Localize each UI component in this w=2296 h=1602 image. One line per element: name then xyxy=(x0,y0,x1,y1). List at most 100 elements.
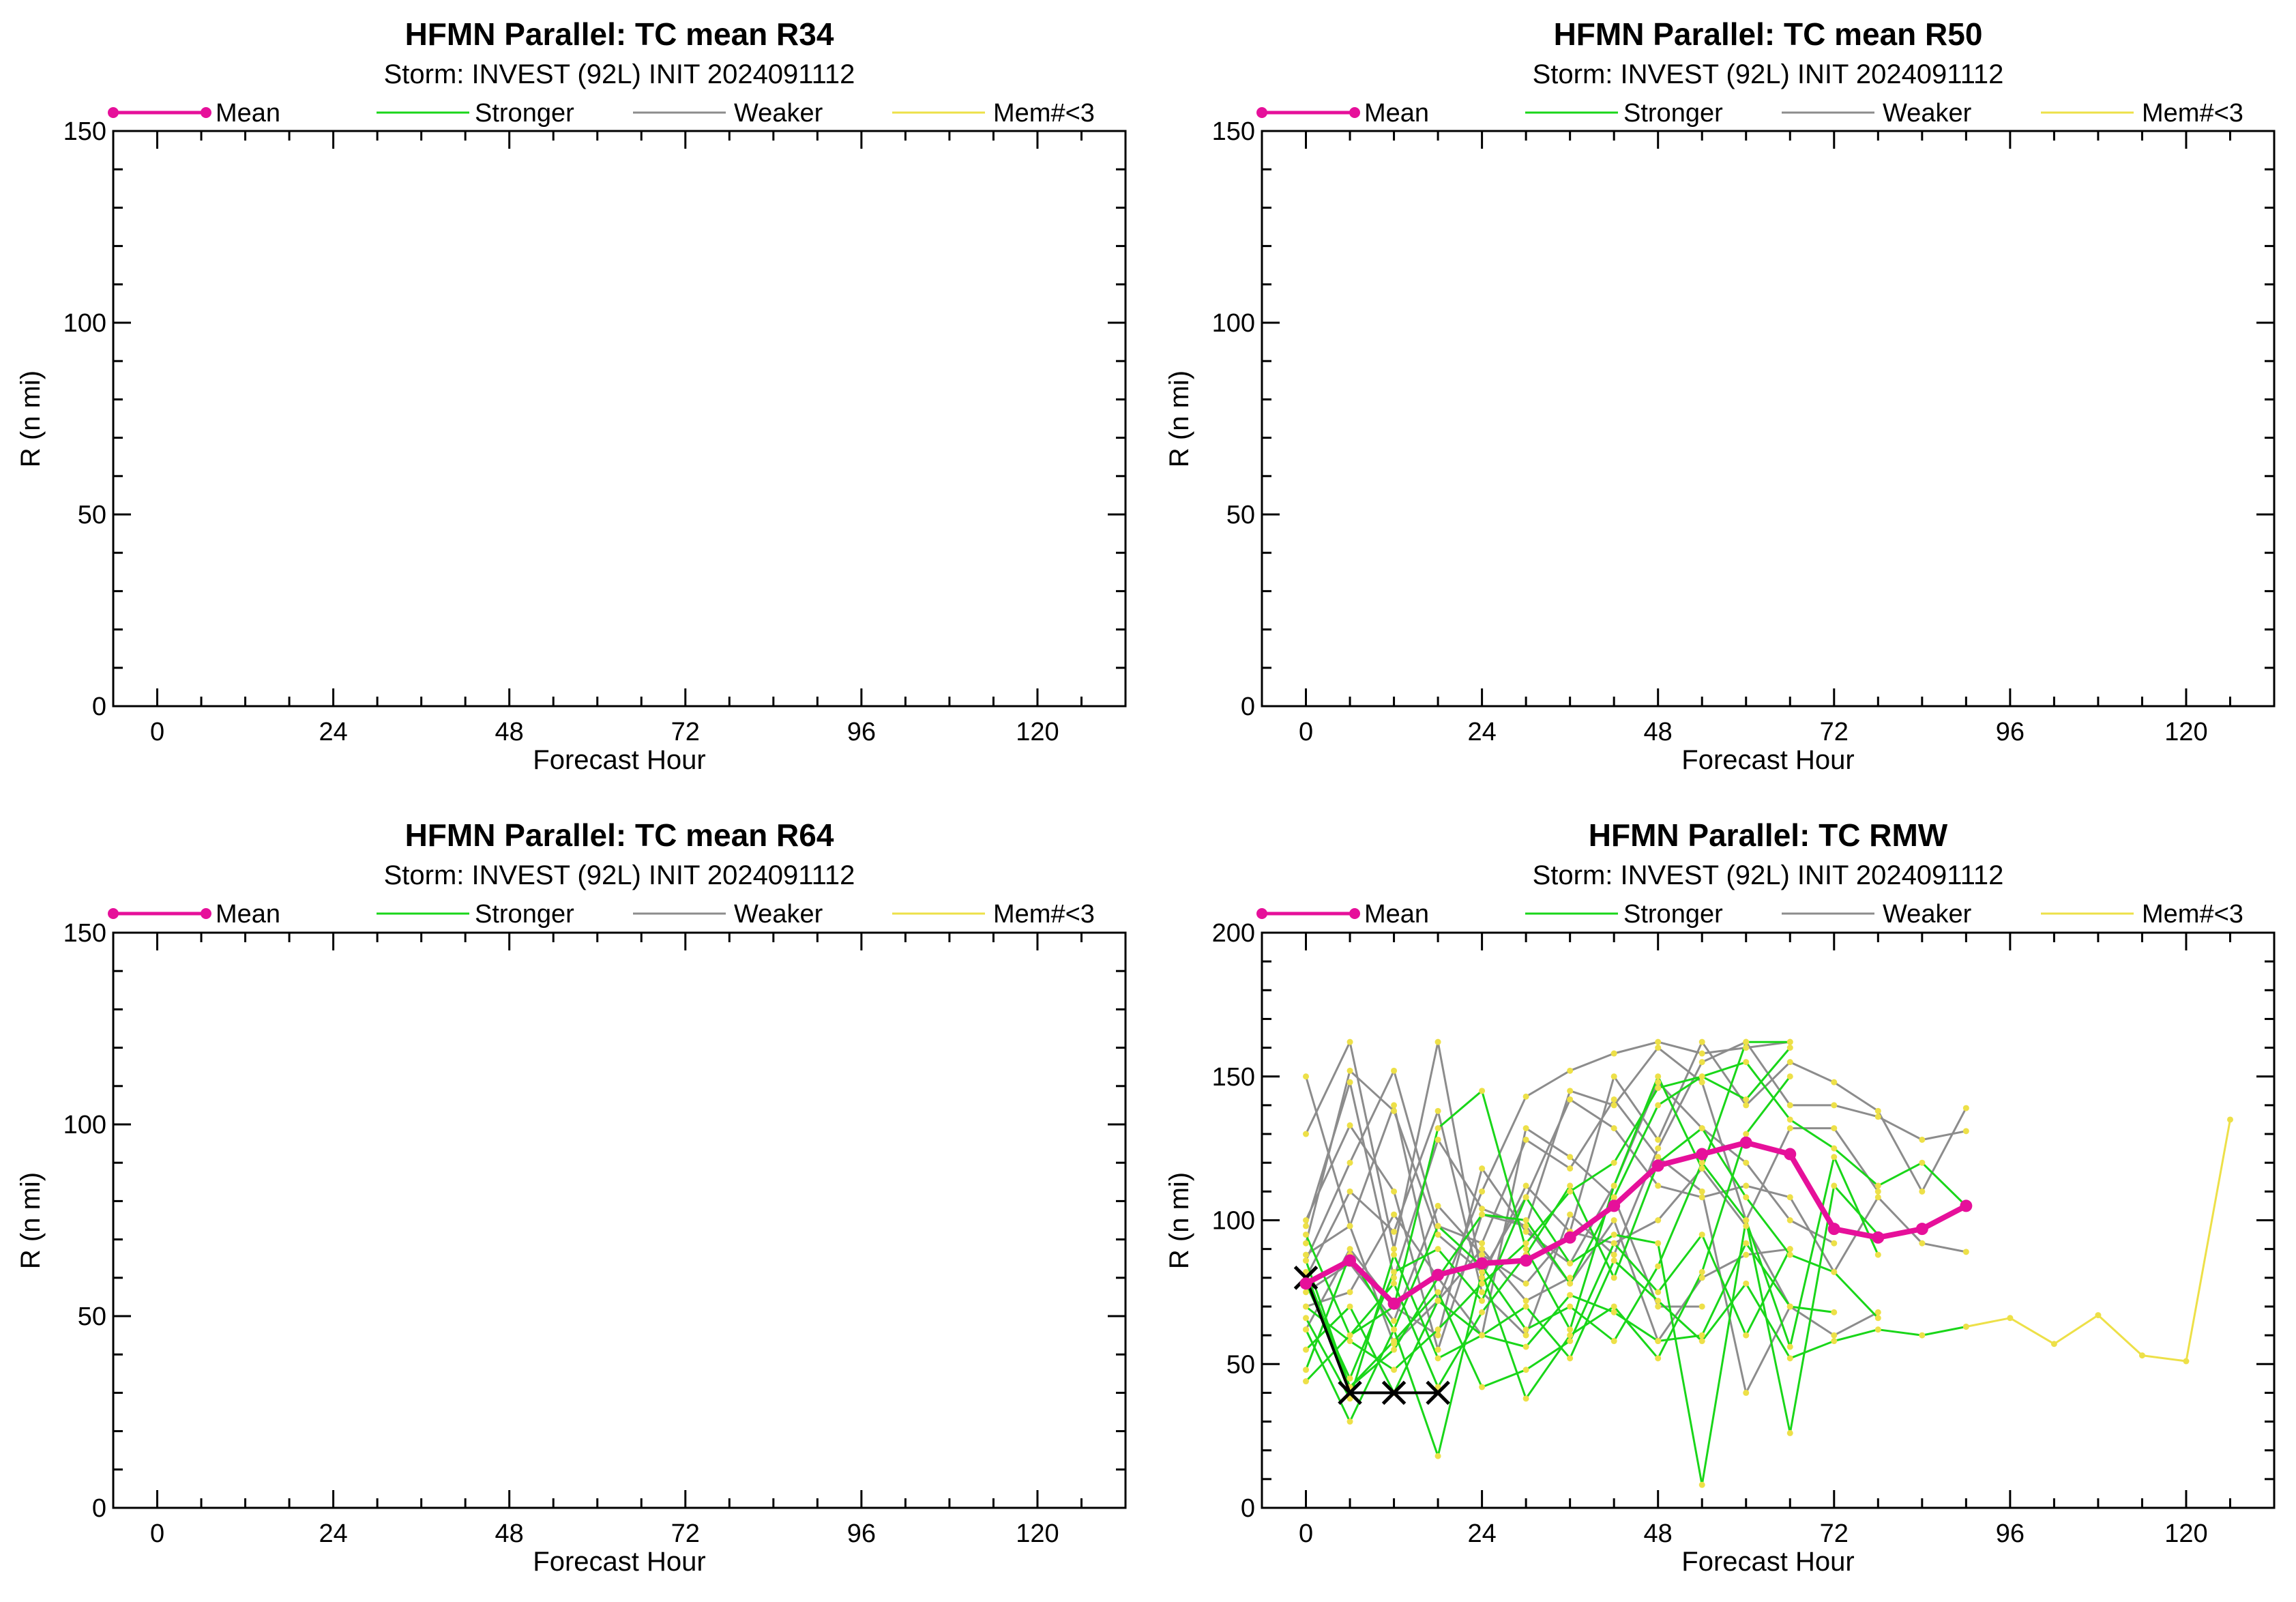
member-point xyxy=(1391,1268,1398,1275)
mean-line xyxy=(1304,1139,1968,1307)
chart-panel-r50: HFMN Parallel: TC mean R50 Storm: INVEST… xyxy=(1164,16,2276,775)
member-point xyxy=(1479,1251,1486,1258)
member-point xyxy=(2226,1116,2233,1123)
member-point xyxy=(1303,1326,1310,1333)
x-tick-label: 48 xyxy=(495,718,524,746)
x-axis-label: Forecast Hour xyxy=(533,1547,705,1577)
member-point xyxy=(1743,1280,1750,1287)
member-point xyxy=(1919,1159,1926,1166)
legend-stronger-label: Stronger xyxy=(475,99,574,128)
y-tick-label: 100 xyxy=(1212,1207,1255,1236)
legend-mean-marker xyxy=(108,107,119,118)
member-point xyxy=(1567,1188,1574,1195)
member-point xyxy=(1567,1303,1574,1310)
y-tick-label: 0 xyxy=(1241,1494,1255,1523)
legend-weaker-label: Weaker xyxy=(1883,99,1972,128)
plot-area: 0 24 48 72 96 120 0 50 100 150 xyxy=(1212,117,2276,746)
member-line-stronger xyxy=(1305,1234,1791,1388)
member-point xyxy=(1698,1059,1705,1066)
member-point xyxy=(1567,1260,1574,1267)
member-point xyxy=(1434,1355,1441,1362)
member-point xyxy=(1346,1079,1353,1086)
member-point xyxy=(1786,1303,1793,1310)
member-point xyxy=(1567,1088,1574,1094)
member-point xyxy=(1434,1232,1441,1238)
member-point xyxy=(1786,1059,1793,1066)
member-point xyxy=(1831,1079,1838,1086)
member-point xyxy=(1434,1038,1441,1045)
y-tick-label: 50 xyxy=(1226,1350,1255,1379)
chart-subtitle: Storm: INVEST (92L) INIT 2024091112 xyxy=(1533,860,2004,890)
member-line-stronger xyxy=(1305,1161,1879,1434)
member-point xyxy=(1874,1315,1881,1322)
member-point xyxy=(1303,1346,1310,1353)
member-point xyxy=(1303,1268,1310,1275)
legend: Mean Stronger Weaker Mem#<3 xyxy=(108,99,1095,128)
member-point xyxy=(1698,1232,1705,1238)
member-point xyxy=(1698,1268,1705,1275)
member-point xyxy=(1479,1298,1486,1305)
member-point xyxy=(1522,1303,1529,1310)
mean-point xyxy=(1651,1159,1664,1172)
member-point xyxy=(1434,1107,1441,1114)
chart-subtitle: Storm: INVEST (92L) INIT 2024091112 xyxy=(384,860,855,890)
member-point xyxy=(1743,1251,1750,1258)
member-point xyxy=(1567,1211,1574,1218)
member-point xyxy=(1391,1346,1398,1353)
member-point xyxy=(1655,1217,1662,1223)
member-point xyxy=(1522,1246,1529,1253)
x-tick-label: 0 xyxy=(150,1519,164,1548)
member-point xyxy=(1346,1159,1353,1166)
member-point xyxy=(1479,1309,1486,1315)
member-point xyxy=(1919,1136,1926,1143)
member-point xyxy=(1655,1085,1662,1092)
x-tick-label: 120 xyxy=(2164,1519,2207,1548)
member-point xyxy=(1743,1096,1750,1103)
mean-point xyxy=(1696,1148,1709,1161)
member-point xyxy=(1831,1102,1838,1109)
x-tick-label: 96 xyxy=(1996,718,2025,746)
member-point xyxy=(1743,1217,1750,1223)
member-point xyxy=(1391,1107,1398,1114)
x-tick-label: 0 xyxy=(150,718,164,746)
member-point xyxy=(1610,1257,1617,1264)
member-point xyxy=(1567,1280,1574,1287)
member-point xyxy=(1610,1096,1617,1103)
member-point xyxy=(1655,1038,1662,1045)
member-line-weaker xyxy=(1305,1047,1879,1279)
member-point xyxy=(1610,1275,1617,1281)
member-point xyxy=(1346,1375,1353,1382)
y-tick-label: 100 xyxy=(63,309,106,338)
member-point xyxy=(2050,1341,2057,1348)
member-point xyxy=(1610,1251,1617,1258)
member-point xyxy=(1786,1194,1793,1201)
member-point xyxy=(1786,1116,1793,1123)
member-point xyxy=(1522,1395,1529,1402)
mean-point xyxy=(1608,1199,1621,1212)
chart-title: HFMN Parallel: TC RMW xyxy=(1589,817,1948,853)
y-tick-label: 0 xyxy=(1241,693,1255,721)
member-point xyxy=(2138,1352,2145,1359)
legend-mean-label: Mean xyxy=(1364,900,1429,929)
member-point xyxy=(1346,1067,1353,1074)
y-tick-label: 150 xyxy=(1212,1063,1255,1092)
member-point xyxy=(1610,1338,1617,1345)
member-point xyxy=(1434,1202,1441,1209)
member-point xyxy=(1346,1122,1353,1128)
member-line-stronger xyxy=(1305,1047,1791,1371)
member-point xyxy=(1522,1093,1529,1100)
member-point xyxy=(1434,1289,1441,1296)
member-point xyxy=(1786,1429,1793,1436)
member-point xyxy=(1303,1223,1310,1229)
mean-point xyxy=(1784,1148,1797,1161)
member-point xyxy=(1522,1217,1529,1223)
member-point xyxy=(1391,1275,1398,1281)
member-point xyxy=(1698,1125,1705,1132)
member-point xyxy=(1655,1079,1662,1086)
legend: Mean Stronger Weaker Mem#<3 xyxy=(108,900,1095,929)
legend-mean-marker xyxy=(108,908,119,919)
member-point xyxy=(1655,1154,1662,1161)
plot-area: 0 24 48 72 96 120 0 50 100 150 200 xyxy=(1212,919,2276,1548)
plot-frame xyxy=(112,130,1127,708)
